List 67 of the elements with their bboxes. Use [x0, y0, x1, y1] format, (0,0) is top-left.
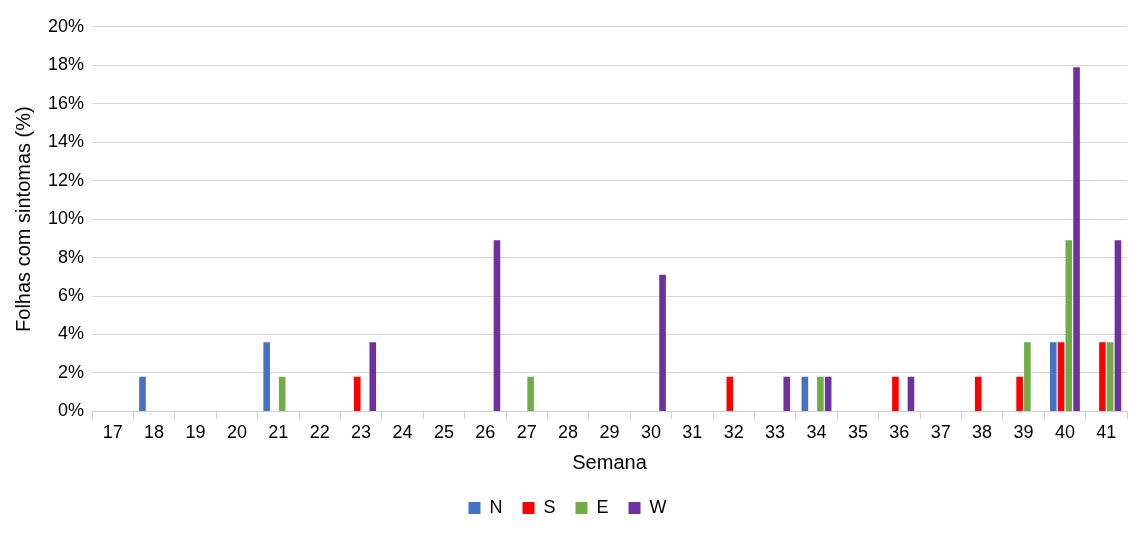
y-tick-label: 0%: [58, 400, 85, 421]
legend-label: E: [596, 496, 609, 517]
bar: [1016, 376, 1023, 411]
bar: [1106, 342, 1114, 411]
bar: [1114, 240, 1122, 411]
x-tick-label: 20: [226, 422, 247, 443]
y-tick-label: 10%: [48, 208, 85, 229]
x-tick-label: 25: [433, 422, 454, 443]
y-tick-label: 14%: [48, 131, 85, 152]
x-tick-label: 26: [475, 422, 496, 443]
y-tick-label: 6%: [58, 284, 85, 305]
x-tick-label: 32: [723, 422, 744, 443]
bar: [824, 376, 832, 411]
bar: [1057, 342, 1065, 411]
x-tick-label: 30: [640, 422, 661, 443]
bar: [801, 376, 809, 411]
bar: [1049, 342, 1057, 411]
bar: [783, 376, 791, 411]
bar: [892, 376, 899, 411]
x-tick-label: 34: [806, 422, 827, 443]
y-tick-label: 2%: [58, 361, 85, 382]
x-tick-label: 41: [1096, 422, 1117, 443]
bar: [817, 376, 824, 411]
y-tick-label: 4%: [58, 323, 85, 344]
x-tick-label: 31: [682, 422, 703, 443]
x-tick-label: 38: [972, 422, 993, 443]
x-tick-label: 29: [599, 422, 620, 443]
bar: [278, 376, 286, 411]
bar: [726, 376, 734, 411]
y-axis-title: Folhas com sintomas (%): [11, 106, 34, 332]
x-tick-label: 39: [1013, 422, 1034, 443]
bar: [1065, 240, 1073, 411]
legend-label: N: [489, 496, 503, 517]
bar: [353, 376, 361, 411]
y-tick-label: 20%: [48, 15, 85, 36]
y-tick-label: 8%: [58, 246, 85, 267]
bar: [907, 376, 915, 411]
bar: [527, 376, 534, 411]
x-tick-label: 17: [102, 422, 123, 443]
bar: [1073, 67, 1080, 411]
x-tick-label: 22: [309, 422, 330, 443]
bar: [1024, 342, 1031, 411]
x-axis-title: Semana: [572, 450, 648, 473]
x-tick-label: 24: [392, 422, 413, 443]
bar: [1099, 342, 1106, 411]
x-tick-label: 18: [144, 422, 165, 443]
x-tick-label: 37: [930, 422, 951, 443]
x-tick-label: 28: [558, 422, 579, 443]
y-tick-label: 12%: [48, 169, 85, 190]
bar: [263, 342, 270, 411]
bar: [139, 376, 146, 411]
legend-label: W: [649, 496, 667, 517]
bar: [369, 342, 377, 411]
bar: [493, 240, 501, 411]
legend-label: S: [543, 496, 556, 517]
y-tick-label: 16%: [48, 92, 85, 113]
x-tick-label: 35: [847, 422, 868, 443]
y-tick-label: 18%: [48, 54, 85, 75]
x-tick-label: 19: [185, 422, 206, 443]
x-tick-label: 33: [765, 422, 786, 443]
x-tick-label: 21: [268, 422, 289, 443]
x-tick-label: 40: [1054, 422, 1075, 443]
bar: [974, 376, 982, 411]
x-tick-label: 23: [351, 422, 372, 443]
bar: [659, 274, 666, 411]
x-tick-label: 36: [889, 422, 910, 443]
x-tick-label: 27: [516, 422, 537, 443]
